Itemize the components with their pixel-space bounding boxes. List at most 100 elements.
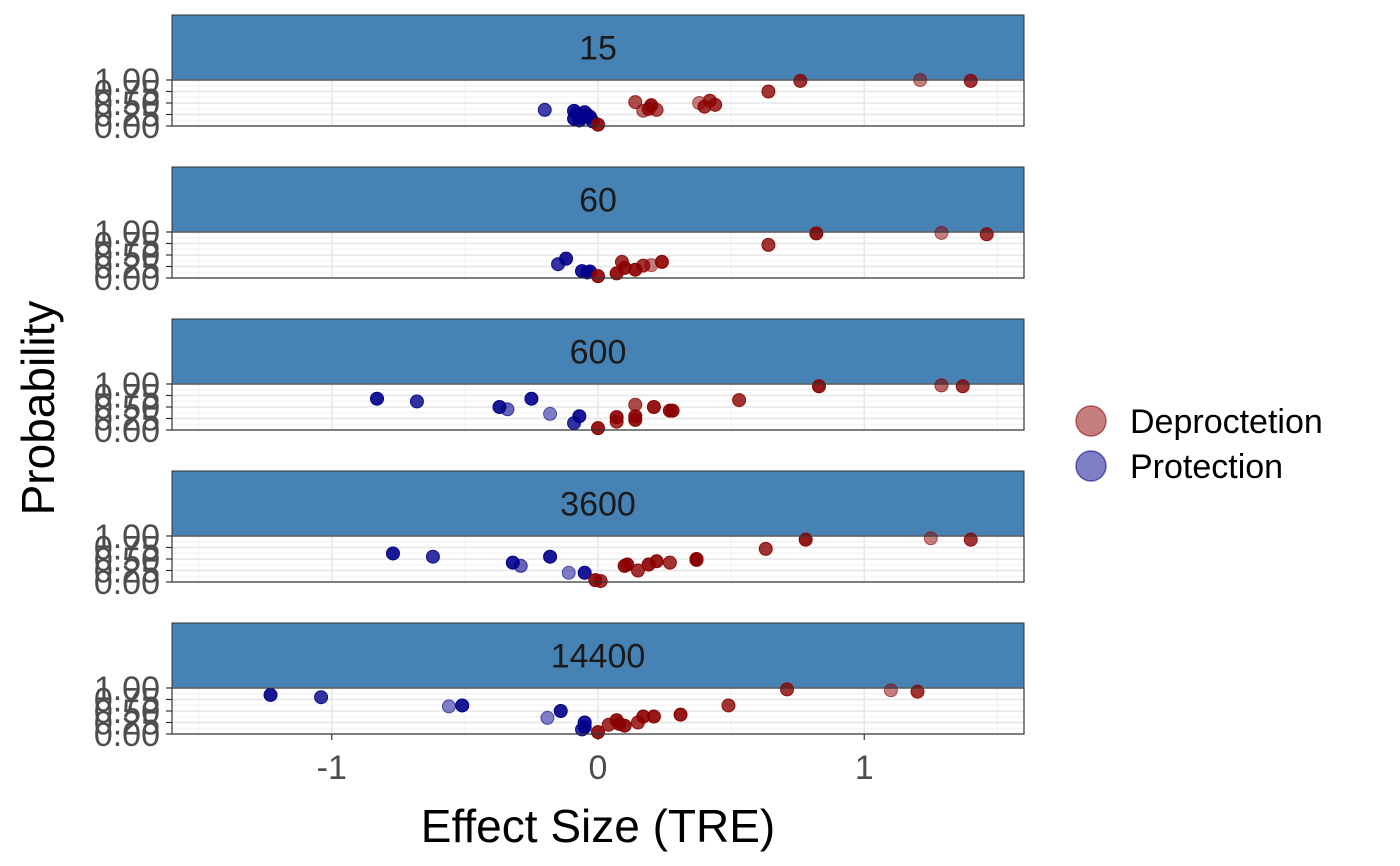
- y-tick-label: 0.00: [94, 716, 160, 754]
- y-tick-label: 0.50: [94, 389, 160, 427]
- facet-panel-3600: 3600 0.000.250.500.751.00: [94, 470, 1025, 602]
- data-point: [591, 421, 605, 436]
- facet-strip: [171, 14, 1025, 81]
- data-point: [409, 394, 424, 409]
- x-tick-label: 0: [589, 749, 608, 787]
- y-tick-label: 1.00: [94, 214, 160, 252]
- y-tick-label: 0.50: [94, 693, 160, 731]
- x-tick-label: 1: [855, 749, 874, 787]
- data-point: [455, 698, 470, 713]
- y-tick-label: 0.50: [94, 85, 160, 123]
- data-point: [575, 722, 590, 737]
- data-point: [425, 549, 440, 564]
- legend-label: Deproctetion: [1130, 403, 1323, 441]
- y-tick-label: 0.00: [94, 108, 160, 146]
- data-point: [758, 541, 773, 556]
- y-tick-label: 0.25: [94, 97, 160, 135]
- data-point: [370, 391, 385, 406]
- data-point: [567, 416, 582, 431]
- data-point: [314, 690, 329, 705]
- data-point: [591, 117, 605, 132]
- legend-key-protection: [1075, 450, 1107, 482]
- y-tick-label: 0.00: [94, 412, 160, 450]
- data-point: [441, 699, 456, 714]
- facet-panel-14400: 14400 0.000.250.500.751.00 -1 0 1: [94, 622, 1025, 787]
- y-tick-label: 1.00: [94, 670, 160, 708]
- data-point: [513, 558, 528, 573]
- y-tick-label: 0.50: [94, 237, 160, 275]
- legend-key-deproctetion: [1075, 405, 1107, 437]
- data-point: [577, 565, 592, 580]
- data-point: [811, 379, 826, 394]
- data-point: [649, 554, 664, 569]
- data-point: [809, 226, 824, 241]
- data-point: [665, 403, 680, 418]
- x-tick-label: -1: [317, 749, 347, 787]
- legend: Deproctetion Protection: [1075, 403, 1323, 486]
- data-point: [934, 225, 949, 240]
- data-point: [553, 704, 568, 718]
- y-tick-label: 1.00: [94, 366, 160, 404]
- data-point: [654, 254, 669, 269]
- facet-strip-label: 14400: [551, 638, 646, 676]
- y-tick-label: 0.75: [94, 530, 160, 568]
- y-tick-label: 1.00: [94, 62, 160, 100]
- data-point: [662, 555, 677, 570]
- legend-label: Protection: [1130, 448, 1283, 486]
- facet-panel-60: 60 0.000.250.500.751.00: [94, 166, 1025, 298]
- facet-strip-label: 60: [579, 182, 617, 220]
- y-tick-label: 0.75: [94, 682, 160, 720]
- y-tick-label: 0.25: [94, 249, 160, 287]
- data-point: [620, 557, 635, 572]
- y-tick-label: 0.25: [94, 553, 160, 591]
- y-tick-label: 0.50: [94, 541, 160, 579]
- data-point: [780, 682, 795, 697]
- data-point: [591, 269, 605, 284]
- data-point: [761, 237, 776, 252]
- data-point: [593, 574, 608, 589]
- data-point: [649, 102, 664, 117]
- x-axis-title: Effect Size (TRE): [421, 800, 775, 852]
- facet-strip: [171, 318, 1025, 385]
- data-point: [543, 406, 558, 421]
- data-point: [263, 687, 278, 702]
- y-tick-label: 0.25: [94, 705, 160, 743]
- data-point: [708, 97, 723, 112]
- facet-strip: [171, 622, 1025, 689]
- data-point: [979, 227, 994, 242]
- data-point: [609, 414, 624, 429]
- data-point: [910, 684, 925, 699]
- data-point: [559, 251, 574, 266]
- data-point: [524, 391, 539, 406]
- facet-strip-label: 15: [579, 30, 617, 68]
- data-point: [732, 393, 747, 408]
- data-point: [934, 378, 949, 393]
- data-point: [673, 707, 688, 722]
- data-point: [963, 73, 978, 88]
- data-point: [883, 683, 898, 698]
- data-point: [617, 718, 632, 733]
- y-tick-label: 0.75: [94, 378, 160, 416]
- facet-panel-600: 600 0.000.250.500.751.00: [94, 318, 1025, 450]
- data-point: [628, 412, 643, 427]
- data-point: [689, 552, 704, 567]
- y-tick-label: 0.75: [94, 74, 160, 112]
- y-tick-label: 0.00: [94, 564, 160, 602]
- facet-strip: [171, 470, 1025, 537]
- y-tick-label: 1.00: [94, 518, 160, 556]
- data-point: [646, 400, 661, 414]
- data-point: [537, 102, 552, 117]
- y-tick-label: 0.00: [94, 260, 160, 298]
- facet-strip-label: 3600: [560, 486, 636, 524]
- data-point: [963, 532, 978, 547]
- data-point: [630, 563, 645, 578]
- y-axis-title: Probability: [12, 301, 64, 516]
- data-point: [646, 709, 661, 724]
- facet-panel-15: 15 0.000.250.500.751.00: [94, 14, 1025, 146]
- data-point: [500, 402, 515, 417]
- data-point: [572, 113, 587, 128]
- data-point: [628, 95, 643, 110]
- data-point: [761, 84, 776, 99]
- data-point: [721, 698, 736, 713]
